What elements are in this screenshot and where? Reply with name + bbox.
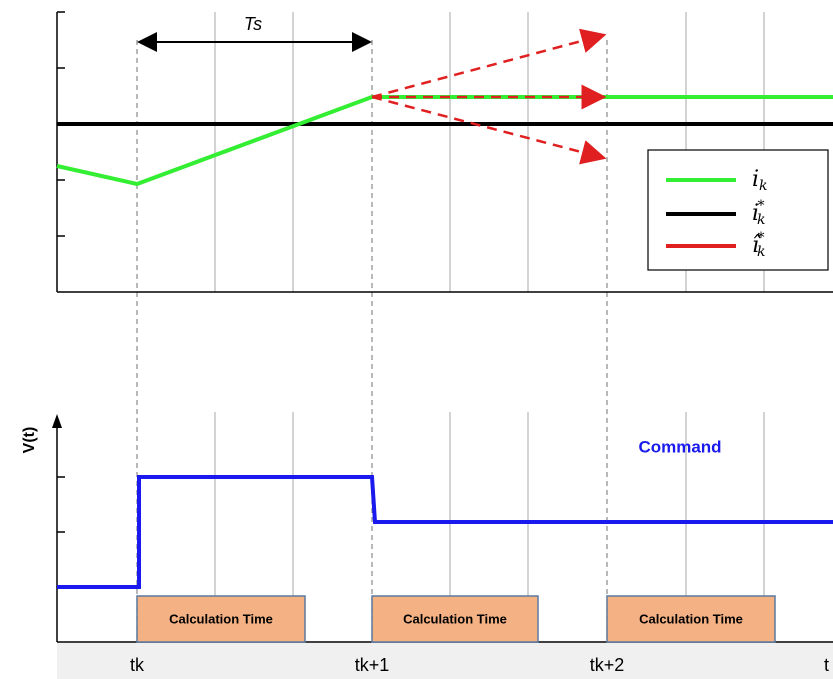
x-label: t: [824, 655, 829, 675]
sample-lines: [136, 40, 608, 642]
calc-boxes: Calculation Time Calculation Time Calcul…: [136, 595, 776, 643]
x-band: [57, 643, 833, 679]
x-label: tk+1: [355, 655, 390, 675]
legend-label: ik: [752, 167, 768, 194]
legend-label: îk*: [752, 230, 766, 260]
period-label: Ts: [244, 14, 262, 34]
legend-label: ik*: [752, 198, 766, 228]
predictions: [371, 28, 607, 165]
command-label: Command: [638, 437, 721, 456]
box-label: Calculation Time: [639, 611, 743, 626]
command-line: [57, 475, 833, 589]
box-label: Calculation Time: [169, 611, 273, 626]
x-label: tk+2: [590, 655, 625, 675]
top-axes: [56, 11, 833, 293]
y-label: V(t): [21, 427, 38, 454]
legend: ik ik* îk*: [647, 149, 829, 271]
box-label: Calculation Time: [403, 611, 507, 626]
x-label: tk: [130, 655, 145, 675]
